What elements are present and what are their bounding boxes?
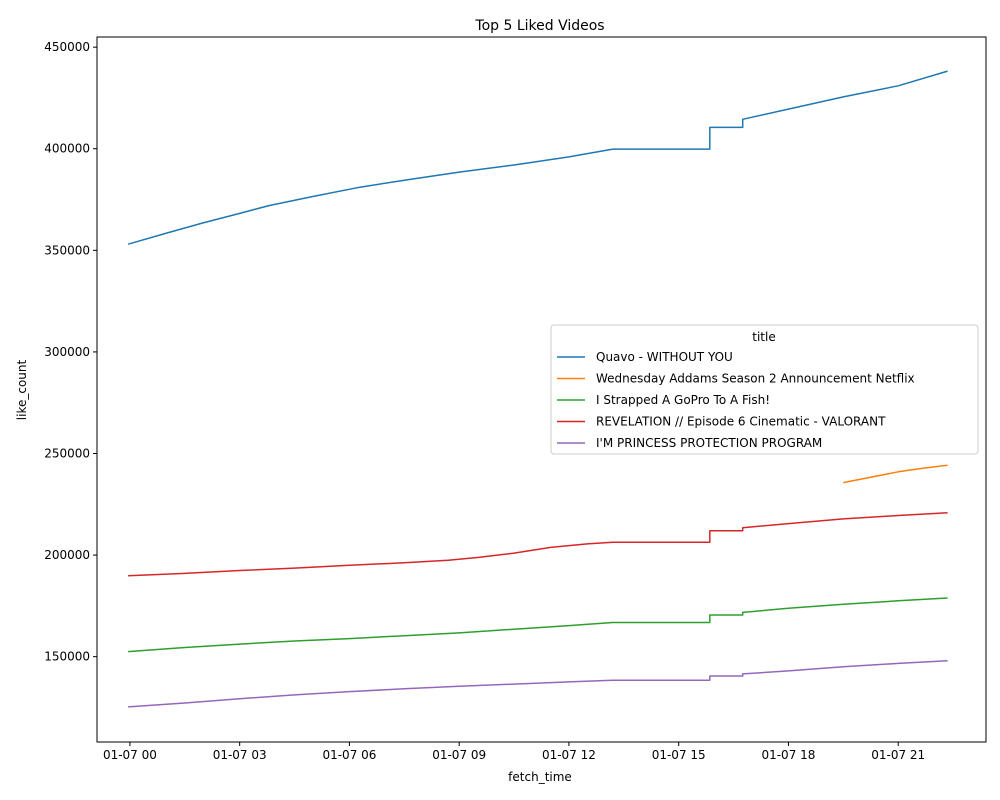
y-axis: 150000 200000 250000 300000 350000 400000 4500… <box>44 40 97 664</box>
x-tick-label: 01-07 06 <box>322 748 376 762</box>
y-tick-label: 150000 <box>44 650 90 664</box>
legend-items: Quavo - WITHOUT YOU Wednesday Addams Seas… <box>557 350 915 450</box>
x-axis: 01-07 00 01-07 03 01-07 06 01-07 09 01-07 12… <box>103 742 925 762</box>
x-tick-label: 01-07 18 <box>761 748 815 762</box>
legend-box <box>550 324 979 455</box>
series-line-3 <box>128 512 948 577</box>
legend: title Quavo - WITHOUT YOU Wednesday Addam… <box>550 324 979 455</box>
legend-label-2: I Strapped A GoPro To A Fish! <box>596 393 770 407</box>
x-tick-label: 01-07 00 <box>103 748 157 762</box>
plot-lines <box>127 70 948 708</box>
legend-title: title <box>752 330 775 344</box>
y-tick-label: 400000 <box>44 142 90 156</box>
legend-label-3: REVELATION // Episode 6 Cinematic - VALO… <box>596 415 886 429</box>
x-tick-label: 01-07 21 <box>871 748 925 762</box>
y-tick-label: 350000 <box>44 243 90 257</box>
series-line-2 <box>128 597 948 653</box>
x-tick-label: 01-07 12 <box>542 748 596 762</box>
y-tick-label: 250000 <box>44 446 90 460</box>
legend-label-0: Quavo - WITHOUT YOU <box>596 350 733 364</box>
x-tick-label: 01-07 15 <box>652 748 706 762</box>
series-line-0 <box>127 70 948 245</box>
y-tick-label: 450000 <box>44 40 90 54</box>
legend-label-1: Wednesday Addams Season 2 Announcement N… <box>596 372 915 386</box>
plot-frame <box>96 36 987 743</box>
y-tick-label: 300000 <box>44 345 90 359</box>
series-line-1 <box>843 464 948 484</box>
chart-title: Top 5 Liked Videos <box>474 18 604 34</box>
x-tick-label: 01-07 09 <box>432 748 486 762</box>
y-axis-label: like_count <box>15 359 29 420</box>
legend-label-4: I'M PRINCESS PROTECTION PROGRAM <box>596 436 822 450</box>
x-tick-label: 01-07 03 <box>213 748 267 762</box>
x-axis-label: fetch_time <box>508 770 572 784</box>
y-tick-label: 200000 <box>44 548 90 562</box>
series-line-4 <box>128 659 948 708</box>
